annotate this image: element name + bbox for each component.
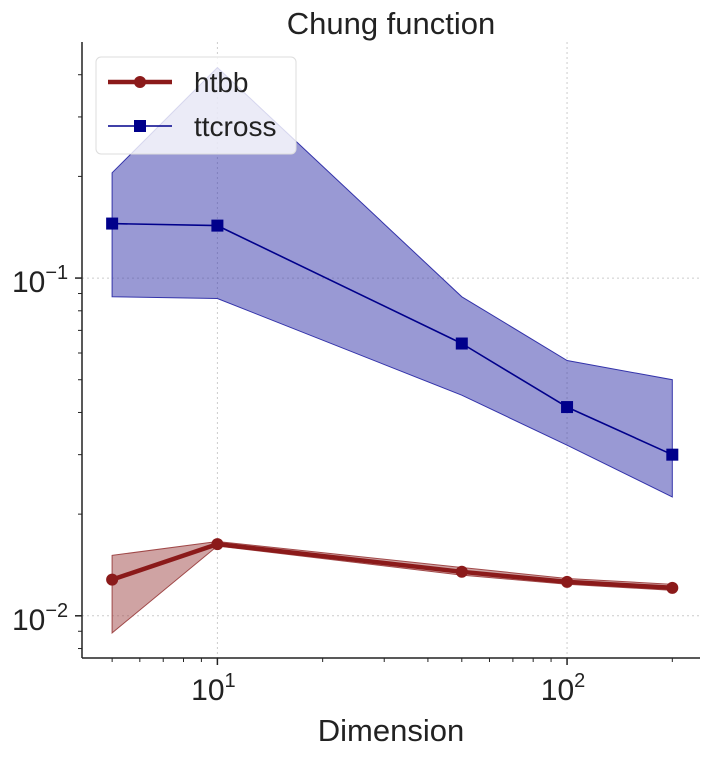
htbb-point [666,581,679,594]
chart-title: Chung function [287,6,496,41]
x-tick-exponent: 1 [225,670,236,692]
y-tick-base: 10 [12,266,45,299]
y-tick-label: 10−1 [12,262,68,299]
y-tick-exponent: −1 [45,262,68,284]
y-tick-exponent: −2 [45,600,68,622]
axes [75,42,700,665]
series-lines [106,217,679,594]
y-tick-label: 10−2 [12,600,68,637]
error-bands [111,66,673,634]
x-tick-label: 102 [541,670,586,707]
ttcross-point [561,401,574,414]
ttcross-point [211,219,224,232]
x-axis-label: Dimension [318,713,464,748]
htbb-point [455,565,468,578]
ttcross-point [455,337,468,350]
ttcross-legend-marker [134,120,146,132]
x-tick-exponent: 2 [574,670,585,692]
x-tick-label: 101 [191,670,236,707]
ttcross-point [106,217,119,230]
htbb-legend-marker [134,76,146,88]
legend-label-ttcross: ttcross [194,111,276,142]
htbb-point [561,575,574,588]
legend: htbb ttcross [95,56,297,155]
htbb-point [211,538,224,551]
y-tick-base: 10 [12,604,45,637]
grid [82,42,700,658]
legend-label-htbb: htbb [194,67,249,98]
htbb-error-band [111,540,673,634]
htbb-line [111,541,673,591]
x-tick-base: 10 [541,674,574,707]
ttcross-error-band [111,66,673,498]
ttcross-point [666,448,679,461]
x-tick-base: 10 [191,674,224,707]
htbb-point [106,573,119,586]
